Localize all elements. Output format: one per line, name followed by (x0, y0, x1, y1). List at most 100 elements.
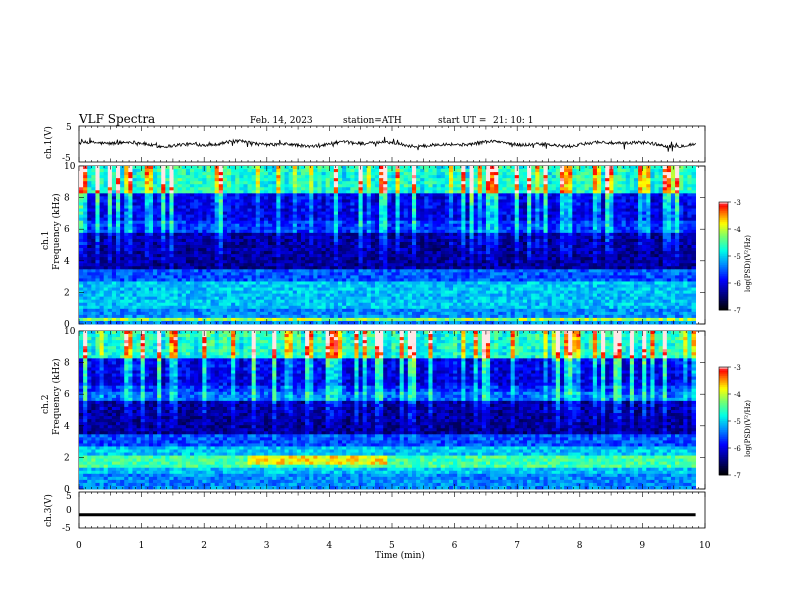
spectrogram-cell (403, 166, 409, 170)
spectrogram-cell (424, 260, 429, 264)
spectrogram-cell (198, 187, 203, 191)
spectrogram-cell (535, 257, 540, 261)
spectrogram-cell (177, 220, 183, 225)
spectrogram-cell (629, 193, 635, 197)
spectrogram-cell (189, 229, 195, 234)
spectrogram-cell (596, 202, 602, 206)
spectrogram-cell (181, 241, 187, 246)
spectrogram-cell (576, 226, 581, 231)
spectrogram-cell (592, 208, 598, 212)
spectrogram-cell (473, 223, 479, 228)
spectrogram-cell (120, 257, 125, 261)
spectrogram-cell (420, 205, 425, 209)
spectrogram-cell (309, 184, 314, 188)
spectrogram-cell (683, 169, 688, 173)
spectrogram-cell (268, 181, 273, 185)
spectrogram-cell (469, 172, 475, 176)
spectrogram-cell (116, 196, 121, 200)
spectrogram-cell (584, 232, 590, 237)
spectrogram-cell (444, 184, 450, 188)
spectrogram-cell (420, 208, 425, 212)
spectrogram-cell (633, 211, 639, 216)
spectrogram-cell (502, 220, 507, 225)
spectrogram-cell (605, 220, 610, 225)
spectrogram-cell (198, 214, 203, 219)
spectrogram-cell (124, 257, 129, 261)
spectrogram-cell (165, 199, 170, 203)
spectrogram-cell (510, 232, 516, 237)
spectrogram-cell (325, 251, 331, 255)
spectrogram-cell (461, 226, 466, 231)
spectrogram-cell (428, 260, 433, 264)
spectrogram-cell (395, 169, 401, 173)
spectrogram-cell (395, 226, 401, 231)
spectrogram-cell (235, 217, 240, 222)
spectrogram-cell (329, 254, 335, 258)
spectrogram-cell (99, 232, 105, 237)
spectrogram-cell (646, 178, 651, 182)
spectrogram-cell (325, 202, 331, 206)
spectrogram-cell (198, 217, 203, 222)
spectrogram-cell (469, 196, 475, 200)
spectrogram-cell (662, 208, 668, 212)
spectrogram-cell (465, 199, 470, 203)
spectrogram-cell (555, 205, 561, 209)
spectrogram-cell (309, 202, 314, 206)
spectrogram-cell (300, 175, 306, 179)
spectrogram-cell (601, 260, 606, 264)
spectrogram-cell (543, 257, 549, 261)
spectrogram-cell (161, 223, 166, 228)
spectrogram-cell (457, 187, 462, 191)
spectrogram-cell (185, 260, 191, 264)
spectrogram-cell (333, 172, 339, 176)
spectrogram-cell (317, 193, 322, 197)
spectrogram-cell (531, 214, 536, 219)
spectrogram-cell (580, 169, 586, 173)
spectrogram-cell (111, 178, 117, 182)
spectrogram-cell (247, 166, 253, 170)
spectrogram-cell (239, 205, 244, 209)
spectrogram-cell (140, 254, 146, 258)
spectrogram-cell (218, 260, 224, 264)
spectrogram-cell (658, 205, 664, 209)
spectrogram-cell (469, 226, 475, 231)
spectrogram-cell (621, 169, 627, 173)
spectrogram-cell (555, 248, 561, 252)
spectrogram-cell (584, 205, 590, 209)
spectrogram-cell (136, 202, 142, 206)
spectrogram-cell (444, 178, 450, 182)
spectrogram-cell (473, 235, 479, 240)
spectrogram-cell (440, 220, 446, 225)
spectrogram-cell (124, 196, 129, 200)
spectrogram-cell (551, 248, 557, 252)
spectrogram-cell (243, 208, 248, 212)
spectrogram-cell (181, 208, 187, 212)
spectrogram-cell (473, 217, 479, 222)
spectrogram-cell (662, 169, 668, 173)
spectrogram-cell (337, 166, 343, 170)
spectrogram-cell (679, 208, 684, 212)
spectrogram-cell (683, 172, 688, 176)
spectrogram-cell (522, 205, 528, 209)
spectrogram-cell (329, 202, 335, 206)
spectrogram-cell (432, 172, 438, 176)
spectrogram-cell (157, 214, 162, 219)
spectrogram-cell (411, 254, 417, 258)
spectrogram-cell (284, 251, 290, 255)
spectrogram-cell (658, 241, 664, 246)
spectrogram-cell (79, 235, 84, 240)
spectrogram-cell (387, 241, 392, 246)
spectrogram-cell (633, 184, 639, 188)
spectrogram-cell (535, 205, 540, 209)
spectrogram-cell (317, 199, 322, 203)
spectrogram-cell (485, 214, 491, 219)
spectrogram-cell (370, 241, 376, 246)
spectrogram-cell (662, 199, 668, 203)
spectrogram-cell (231, 169, 236, 173)
spectrogram-cell (272, 232, 277, 237)
spectrogram-cell (448, 232, 454, 237)
spectrogram-cell (206, 257, 211, 261)
spectrogram-cell (662, 214, 668, 219)
spectrogram-cell (379, 208, 384, 212)
spectrogram-cell (679, 232, 684, 237)
